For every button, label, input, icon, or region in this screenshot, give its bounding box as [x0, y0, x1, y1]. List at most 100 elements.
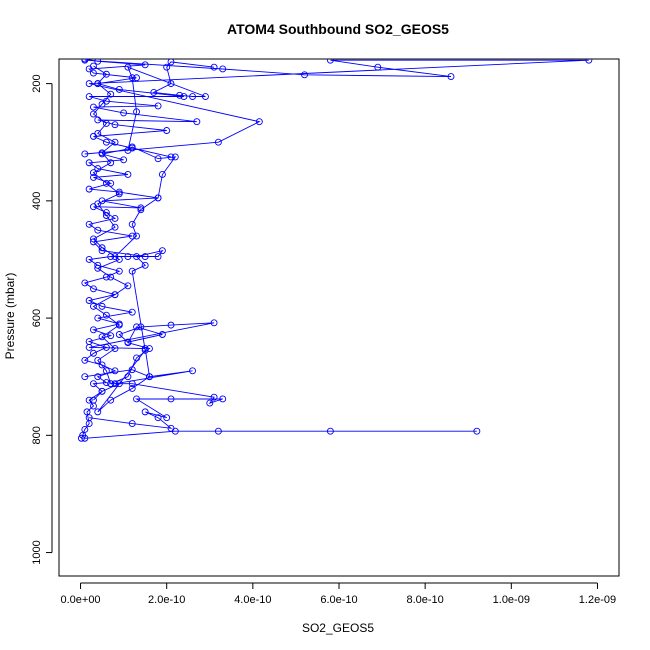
data-point — [141, 61, 149, 69]
x-axis: 0.0e+00 2.0e-10 4.0e-10 6.0e-10 8.0e-10 1.0e-… — [60, 582, 616, 606]
data-point — [102, 379, 110, 387]
data-point — [163, 127, 171, 134]
data-point — [167, 80, 175, 88]
data-point — [81, 59, 89, 64]
data-point — [98, 387, 106, 395]
data-point — [326, 59, 334, 64]
data-point — [85, 343, 93, 351]
series-line — [84, 59, 589, 155]
x-tick-label: 4.0e-10 — [234, 594, 271, 606]
data-point — [94, 80, 102, 88]
data-point — [85, 396, 93, 404]
y-tick-label: 200 — [31, 74, 43, 92]
data-point — [90, 380, 97, 388]
data-point — [102, 367, 110, 375]
x-tick-label: 6.0e-10 — [320, 594, 357, 606]
data-point — [90, 285, 97, 293]
data-point — [111, 121, 119, 129]
data-point — [115, 190, 123, 198]
data-point — [167, 424, 175, 432]
data-point — [154, 253, 162, 260]
data-point — [133, 253, 140, 260]
data-point — [128, 380, 136, 388]
data-point — [85, 256, 93, 263]
data-point — [128, 232, 136, 240]
data-point — [107, 90, 115, 98]
data-point — [141, 346, 149, 354]
data-point — [158, 247, 166, 255]
data-point — [90, 69, 97, 77]
data-point — [94, 356, 102, 364]
data-point — [120, 109, 128, 117]
data-point — [167, 321, 175, 329]
data-point — [111, 367, 119, 375]
data-point — [111, 291, 119, 299]
data-point — [111, 345, 119, 353]
data-point — [94, 373, 102, 381]
data-point — [98, 302, 106, 310]
x-tick-label: 8.0e-10 — [406, 594, 443, 606]
data-point — [115, 380, 123, 388]
data-point — [255, 118, 263, 126]
data-point — [102, 138, 110, 146]
series-line — [84, 430, 477, 439]
data-point — [180, 93, 188, 100]
data-point — [90, 349, 97, 357]
series-2 — [81, 59, 593, 158]
data-point — [189, 93, 196, 100]
data-point — [107, 380, 115, 388]
data-point — [171, 153, 179, 161]
y-tick-label: 800 — [31, 426, 43, 444]
data-point — [158, 331, 166, 338]
data-point — [206, 399, 214, 407]
series-3 — [81, 427, 481, 442]
data-point — [111, 214, 119, 222]
data-point — [85, 93, 93, 100]
x-tick-label: 0.0e+00 — [60, 594, 100, 606]
data-point — [167, 59, 175, 66]
data-point — [326, 427, 334, 435]
data-point — [210, 319, 218, 327]
data-point — [98, 149, 106, 157]
series-line — [92, 65, 129, 401]
data-point — [154, 155, 162, 163]
data-point — [102, 120, 110, 127]
data-point — [585, 59, 593, 64]
data-point — [128, 220, 136, 228]
data-point — [85, 185, 93, 193]
data-point — [374, 63, 382, 71]
data-point — [98, 100, 106, 108]
data-point — [107, 396, 115, 404]
data-point — [102, 70, 110, 78]
data-point — [115, 321, 123, 329]
data-point — [90, 103, 97, 111]
data-point — [124, 63, 132, 71]
data-point — [94, 408, 102, 416]
data-point — [115, 256, 123, 263]
data-point — [214, 138, 222, 146]
data-point — [128, 366, 136, 374]
data-point — [124, 171, 132, 178]
data-point — [81, 59, 89, 63]
data-point — [133, 232, 140, 240]
data-point — [94, 264, 102, 272]
data-point — [120, 156, 128, 164]
data-point — [128, 267, 136, 275]
y-tick-label: 400 — [31, 192, 43, 210]
data-point — [133, 74, 140, 82]
data-point — [154, 194, 162, 202]
data-point — [107, 332, 115, 340]
data-point — [128, 384, 136, 392]
data-point — [85, 297, 93, 304]
data-point — [90, 62, 97, 70]
data-point — [163, 63, 171, 71]
data-point — [447, 73, 455, 81]
data-point — [98, 361, 106, 369]
data-point — [90, 302, 97, 310]
data-point — [81, 373, 89, 381]
series-1 — [77, 59, 201, 442]
x-tick-label: 1.2e-09 — [579, 594, 616, 606]
data-point — [90, 326, 97, 334]
